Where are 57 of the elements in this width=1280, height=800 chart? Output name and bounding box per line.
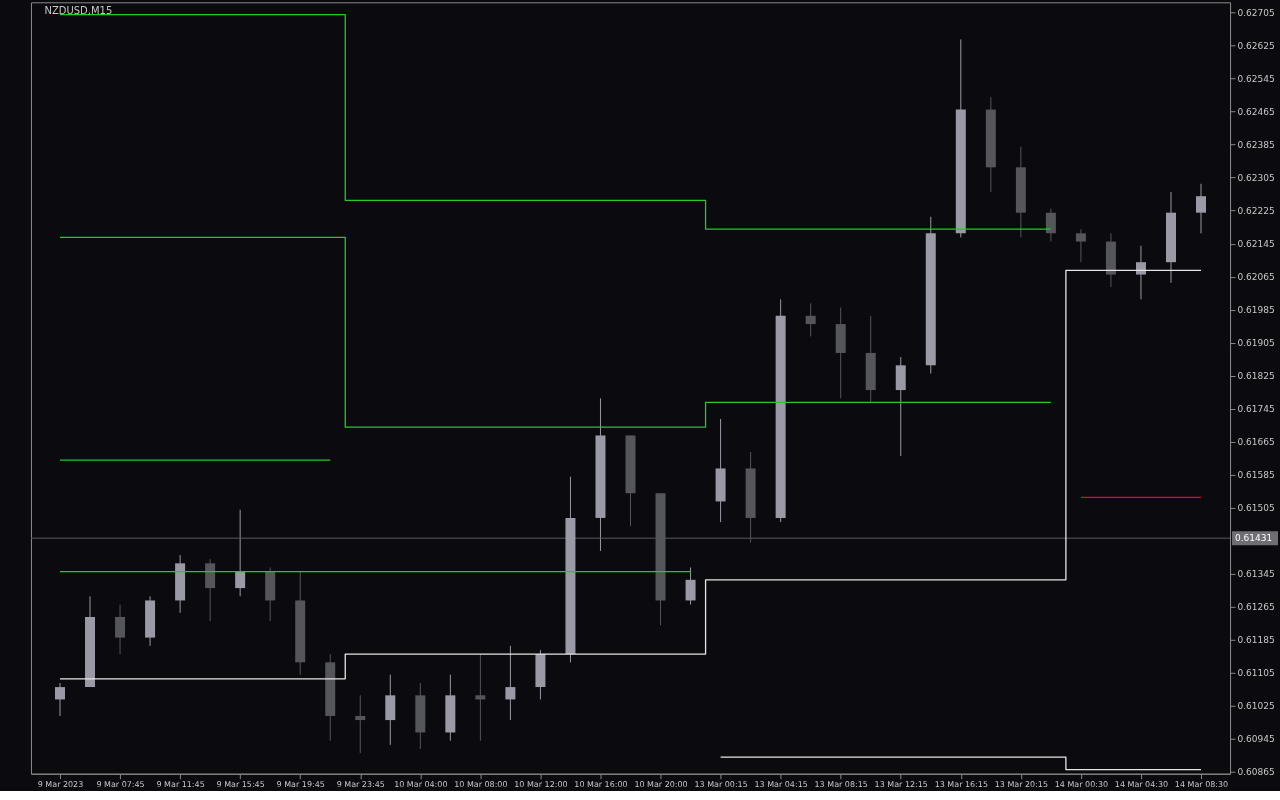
y-tick-label: 0.62145 — [1237, 239, 1275, 250]
x-tick-label: 9 Mar 15:45 — [216, 780, 265, 790]
x-tick-label: 14 Mar 08:30 — [1174, 780, 1229, 790]
candlestick — [1045, 208, 1056, 243]
y-tick-label: 0.62465 — [1237, 107, 1275, 118]
y-tick-label: 0.62065 — [1237, 272, 1275, 283]
y-tick-label: 0.61265 — [1237, 602, 1275, 613]
y-tick-label: 0.62225 — [1237, 206, 1275, 217]
y-tick-label: 0.61985 — [1237, 305, 1275, 316]
candlestick — [505, 645, 516, 721]
y-tick-label: 0.61585 — [1237, 470, 1275, 481]
y-tick-label: 0.62385 — [1237, 140, 1275, 151]
ref-line-label: 0.61431 — [1235, 533, 1273, 544]
y-tick-label: 0.62305 — [1237, 173, 1275, 184]
y-tick-label: 0.61905 — [1237, 338, 1275, 349]
y-tick-label: 0.61345 — [1237, 569, 1275, 580]
x-tick-label: 9 Mar 2023 — [37, 780, 84, 790]
x-tick-label: 10 Mar 04:00 — [394, 780, 448, 790]
y-tick-label: 0.61665 — [1237, 437, 1275, 448]
y-tick-label: 0.61185 — [1237, 635, 1275, 646]
y-tick-label: 0.62545 — [1237, 74, 1275, 85]
x-tick-label: 10 Mar 20:00 — [634, 780, 688, 790]
y-tick-label: 0.61025 — [1237, 701, 1275, 712]
x-tick-label: 9 Mar 11:45 — [156, 780, 205, 790]
x-tick-label: 14 Mar 00:30 — [1054, 780, 1109, 790]
candlestick — [1196, 183, 1207, 234]
x-tick-label: 13 Mar 20:15 — [994, 780, 1049, 790]
x-tick-label: 14 Mar 04:30 — [1114, 780, 1169, 790]
y-tick-label: 0.60865 — [1237, 767, 1275, 778]
x-tick-label: 10 Mar 16:00 — [574, 780, 628, 790]
candlestick — [55, 682, 65, 717]
candlestick — [805, 302, 816, 337]
candlestick — [235, 509, 246, 597]
candlestick — [1135, 245, 1146, 300]
x-tick-label: 9 Mar 23:45 — [336, 780, 385, 790]
x-tick-label: 10 Mar 12:00 — [514, 780, 568, 790]
y-tick-label: 0.61825 — [1237, 371, 1275, 382]
x-tick-label: 13 Mar 08:15 — [814, 780, 868, 790]
y-tick-label: 0.61745 — [1237, 404, 1275, 415]
y-tick-label: 0.61105 — [1237, 668, 1275, 679]
y-tick-label: 0.62625 — [1237, 41, 1275, 52]
y-tick-label: 0.62705 — [1237, 8, 1275, 19]
candlestick — [355, 694, 366, 754]
x-tick-label: 13 Mar 12:15 — [874, 780, 928, 790]
y-tick-label: 0.61505 — [1237, 503, 1275, 514]
x-tick-label: 9 Mar 07:45 — [96, 780, 145, 790]
x-tick-label: 13 Mar 16:15 — [934, 780, 988, 790]
candlestick — [685, 566, 696, 606]
candlestick — [115, 604, 126, 655]
y-tick-label: 0.60945 — [1237, 734, 1275, 745]
candlestick — [475, 653, 486, 742]
chart-title: NZDUSD,M15 — [44, 5, 113, 17]
x-tick-label: 13 Mar 04:15 — [754, 780, 808, 790]
candlestick — [1075, 228, 1086, 263]
x-tick-label: 13 Mar 00:15 — [694, 780, 748, 790]
x-tick-label: 10 Mar 08:00 — [454, 780, 508, 790]
x-tick-label: 9 Mar 19:45 — [276, 780, 325, 790]
